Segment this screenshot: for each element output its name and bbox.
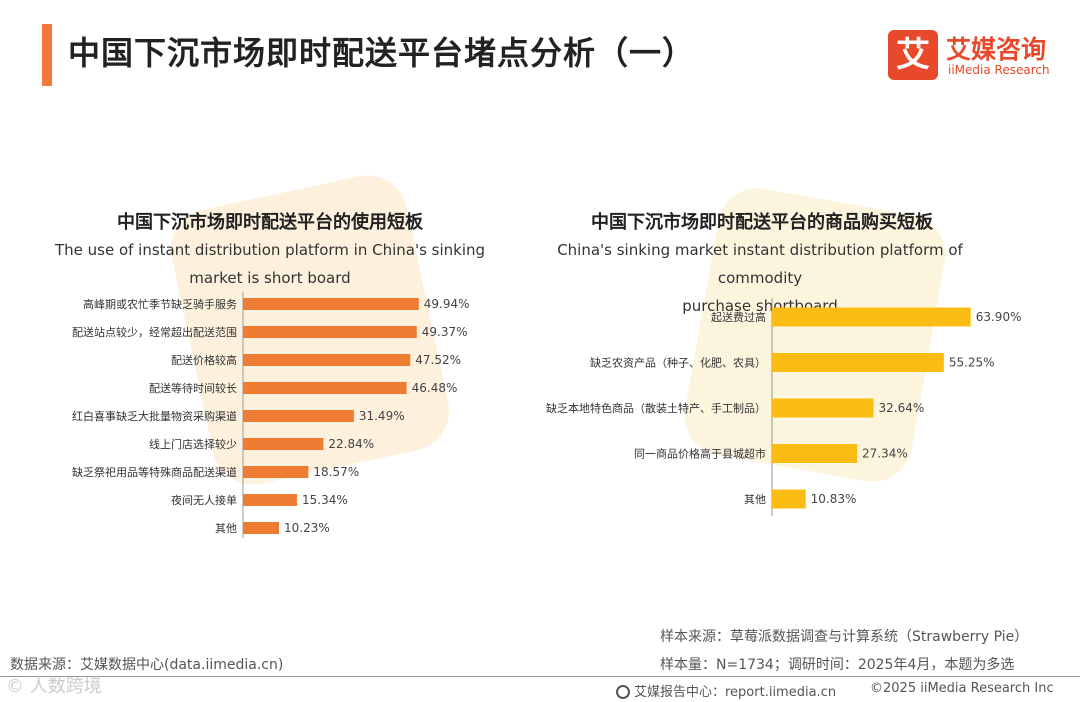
category-label: 夜间无人接单 bbox=[171, 493, 237, 507]
title-accent-bar bbox=[42, 24, 52, 86]
globe-icon bbox=[616, 685, 630, 699]
left-chart-subtitle-line2: market is short board bbox=[189, 269, 351, 287]
bar bbox=[243, 354, 411, 366]
logo-mark-icon: 艾 bbox=[888, 30, 938, 80]
bar bbox=[243, 466, 309, 478]
category-label: 起送费过高 bbox=[711, 310, 766, 324]
right-bar-chart: 起送费过高 63.90% 缺乏农资产品（种子、化肥、农具） 55.25% 缺乏本地特色商… bbox=[546, 298, 1022, 516]
data-label: 63.90% bbox=[976, 310, 1022, 324]
data-label: 55.25% bbox=[949, 356, 995, 370]
sample-size: 样本量：N=1734；调研时间：2025年4月，本题为多选 bbox=[660, 657, 1015, 673]
bar bbox=[243, 382, 407, 394]
category-label: 缺乏本地特色商品（散装土特产、手工制品） bbox=[546, 401, 766, 415]
bar bbox=[243, 438, 324, 450]
bar bbox=[243, 410, 354, 422]
bar bbox=[243, 522, 280, 534]
logo-name-en: iiMedia Research bbox=[948, 63, 1050, 77]
category-label: 同一商品价格高于县城超市 bbox=[634, 447, 766, 461]
brand-logo: 艾 艾媒咨询 iiMedia Research bbox=[888, 30, 1068, 82]
left-chart-subtitle-line1: The use of instant distribution platform… bbox=[54, 241, 486, 259]
sample-source: 样本来源：草莓派数据调查与计算系统（Strawberry Pie） bbox=[660, 629, 1029, 645]
left-chart-subtitle: The use of instant distribution platform… bbox=[40, 236, 500, 292]
category-label: 缺乏祭祀用品等特殊商品配送渠道 bbox=[72, 465, 237, 479]
right-chart-subtitle: China's sinking market instant distribut… bbox=[520, 236, 1000, 320]
bar bbox=[772, 489, 806, 509]
data-label: 18.57% bbox=[313, 465, 359, 479]
left-bar-chart: 高峰期或农忙季节缺乏骑手服务 49.94% 配送站点较少，经常超出配送范围 49.37… bbox=[72, 292, 470, 538]
report-center: 艾媒报告中心：report.iimedia.cn bbox=[616, 681, 836, 700]
category-label: 红白喜事缺乏大批量物资采购渠道 bbox=[72, 409, 237, 423]
left-chart-title: 中国下沉市场即时配送平台的使用短板 bbox=[117, 212, 423, 233]
data-label: 10.23% bbox=[284, 521, 330, 535]
copyright: ©2025 iiMedia Research Inc bbox=[870, 681, 1054, 696]
data-label: 10.83% bbox=[811, 492, 857, 506]
data-label: 47.52% bbox=[415, 353, 461, 367]
data-label: 22.84% bbox=[328, 437, 374, 451]
right-chart-title: 中国下沉市场即时配送平台的商品购买短板 bbox=[591, 212, 933, 233]
right-chart-subtitle-line1: China's sinking market instant distribut… bbox=[557, 241, 963, 287]
page-title: 中国下沉市场即时配送平台堵点分析（一） bbox=[68, 34, 696, 72]
data-label: 49.37% bbox=[422, 325, 468, 339]
category-label: 其他 bbox=[744, 493, 766, 506]
category-label: 配送站点较少，经常超出配送范围 bbox=[72, 325, 237, 339]
data-label: 49.94% bbox=[424, 297, 470, 311]
report-center-text: 艾媒报告中心：report.iimedia.cn bbox=[634, 685, 837, 700]
bar bbox=[243, 494, 297, 506]
footer-divider bbox=[0, 676, 1080, 677]
data-label: 15.34% bbox=[302, 493, 348, 507]
bar bbox=[243, 298, 419, 310]
data-label: 31.49% bbox=[359, 409, 405, 423]
data-label: 32.64% bbox=[879, 401, 925, 415]
category-label: 线上门店选择较少 bbox=[149, 437, 237, 451]
data-label: 46.48% bbox=[412, 381, 458, 395]
bar bbox=[772, 398, 874, 418]
bar bbox=[243, 326, 417, 338]
category-label: 配送等待时间较长 bbox=[149, 381, 237, 395]
data-source: 数据来源：艾媒数据中心(data.iimedia.cn) bbox=[10, 657, 284, 673]
category-label: 缺乏农资产品（种子、化肥、农具） bbox=[590, 356, 766, 370]
data-label: 27.34% bbox=[862, 447, 908, 461]
watermark-text: © 人数跨境 bbox=[6, 676, 102, 697]
logo-name-cn: 艾媒咨询 bbox=[946, 35, 1047, 64]
bar bbox=[772, 444, 858, 463]
category-label: 其他 bbox=[215, 522, 237, 535]
bar bbox=[772, 353, 944, 372]
bar bbox=[772, 307, 971, 327]
category-label: 高峰期或农忙季节缺乏骑手服务 bbox=[83, 297, 237, 311]
category-label: 配送价格较高 bbox=[171, 353, 237, 367]
